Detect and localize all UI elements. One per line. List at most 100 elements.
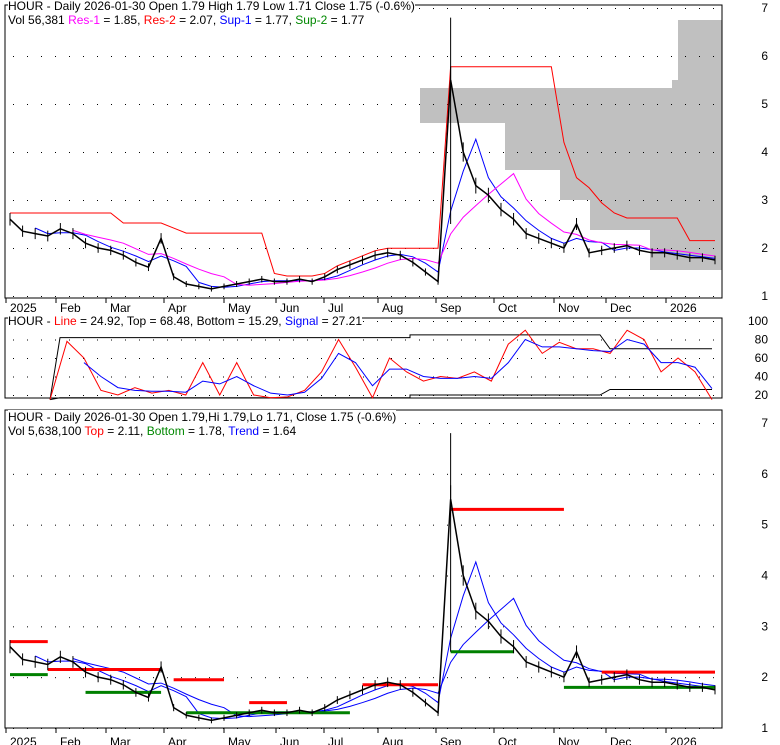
- grid-dot: [97, 626, 98, 628]
- grid-dot: [41, 395, 42, 396]
- grid-dot: [503, 321, 504, 322]
- grid-dot: [321, 296, 322, 297]
- grid-dot: [125, 677, 126, 679]
- grid-dot: [41, 152, 42, 153]
- grid-dot: [293, 104, 294, 105]
- grid-dot: [531, 339, 532, 341]
- bottom-value: = 1.78,: [184, 424, 229, 438]
- grid-dot: [237, 626, 238, 628]
- grid-dot: [167, 248, 168, 249]
- signal-line: [83, 338, 713, 396]
- grid-dot: [545, 152, 546, 153]
- grid-dot: [139, 200, 140, 201]
- grid-dot: [517, 626, 518, 628]
- grid-dot: [125, 626, 126, 628]
- grid-dot: [363, 56, 364, 57]
- grid-dot: [489, 104, 490, 105]
- grid-dot: [307, 677, 308, 679]
- grid-dot: [181, 376, 182, 378]
- grid-dot: [643, 152, 644, 153]
- grid-dot: [307, 296, 308, 297]
- grid-dot: [391, 56, 392, 57]
- grid-dot: [699, 423, 700, 424]
- grid-dot: [153, 56, 154, 57]
- grid-dot: [671, 575, 672, 577]
- line-value: = 24.92, Top = 68.48, Bottom = 15.29,: [76, 314, 285, 328]
- grid-dot: [461, 296, 462, 297]
- grid-dot: [517, 321, 518, 322]
- grid-dot: [713, 200, 714, 201]
- grid-dot: [83, 358, 84, 359]
- grid-dot: [251, 524, 252, 526]
- grid-dot: [405, 626, 406, 628]
- grid-dot: [643, 200, 644, 201]
- panel3-x-label: Dec: [610, 735, 631, 745]
- grid-dot: [125, 575, 126, 577]
- grid-dot: [41, 728, 42, 729]
- grid-dot: [699, 200, 700, 201]
- grid-dot: [363, 395, 364, 396]
- grid-dot: [111, 376, 112, 378]
- grid-dot: [97, 339, 98, 341]
- panel1-moving-average: [72, 172, 716, 286]
- grid-dot: [503, 376, 504, 378]
- grid-dot: [223, 248, 224, 249]
- grid-dot: [363, 677, 364, 679]
- grid-dot: [223, 524, 224, 526]
- grid-dot: [153, 104, 154, 105]
- panel3-x-label: May: [228, 735, 251, 745]
- grid-dot: [643, 524, 644, 526]
- grid-dot: [167, 728, 168, 729]
- grid-dot: [209, 575, 210, 577]
- grid-dot: [503, 524, 504, 526]
- grid-dot: [55, 575, 56, 577]
- top-band-line: [49, 334, 712, 400]
- grid-dot: [335, 395, 336, 396]
- grid-dot: [447, 104, 448, 105]
- grid-dot: [377, 395, 378, 396]
- grid-dot: [559, 423, 560, 424]
- grid-dot: [657, 677, 658, 679]
- grid-dot: [111, 575, 112, 577]
- grid-dot: [251, 395, 252, 396]
- grid-dot: [279, 677, 280, 679]
- panel1-header: HOUR - Daily 2026-01-30 Open 1.79 High 1…: [8, 0, 415, 27]
- grid-dot: [629, 8, 630, 9]
- trend-value: = 1.64: [259, 424, 297, 438]
- grid-dot: [685, 524, 686, 526]
- grid-dot: [237, 248, 238, 249]
- grid-dot: [601, 376, 602, 378]
- grid-dot: [97, 473, 98, 475]
- grid-dot: [517, 423, 518, 424]
- grid-dot: [671, 376, 672, 378]
- grid-dot: [391, 728, 392, 729]
- grid-dot: [335, 56, 336, 57]
- grid-dot: [531, 56, 532, 57]
- grid-dot: [475, 296, 476, 297]
- grid-dot: [377, 200, 378, 201]
- grid-dot: [489, 321, 490, 322]
- grid-dot: [447, 56, 448, 57]
- grid-dot: [209, 104, 210, 105]
- grid-dot: [125, 152, 126, 153]
- grid-dot: [125, 248, 126, 249]
- grid-dot: [209, 473, 210, 475]
- grid-dot: [265, 395, 266, 396]
- grid-dot: [503, 296, 504, 297]
- grid-dot: [307, 358, 308, 359]
- grid-dot: [405, 423, 406, 424]
- grid-dot: [237, 56, 238, 57]
- grid-dot: [223, 473, 224, 475]
- grid-dot: [531, 376, 532, 378]
- grid-dot: [503, 248, 504, 249]
- grid-dot: [321, 626, 322, 628]
- grid-dot: [181, 56, 182, 57]
- grid-dot: [419, 358, 420, 359]
- panel3-x-label: Nov: [558, 735, 579, 745]
- grid-dot: [559, 296, 560, 297]
- grid-dot: [657, 575, 658, 577]
- grid-dot: [489, 626, 490, 628]
- grid-dot: [643, 395, 644, 396]
- grid-dot: [41, 626, 42, 628]
- grid-dot: [657, 376, 658, 378]
